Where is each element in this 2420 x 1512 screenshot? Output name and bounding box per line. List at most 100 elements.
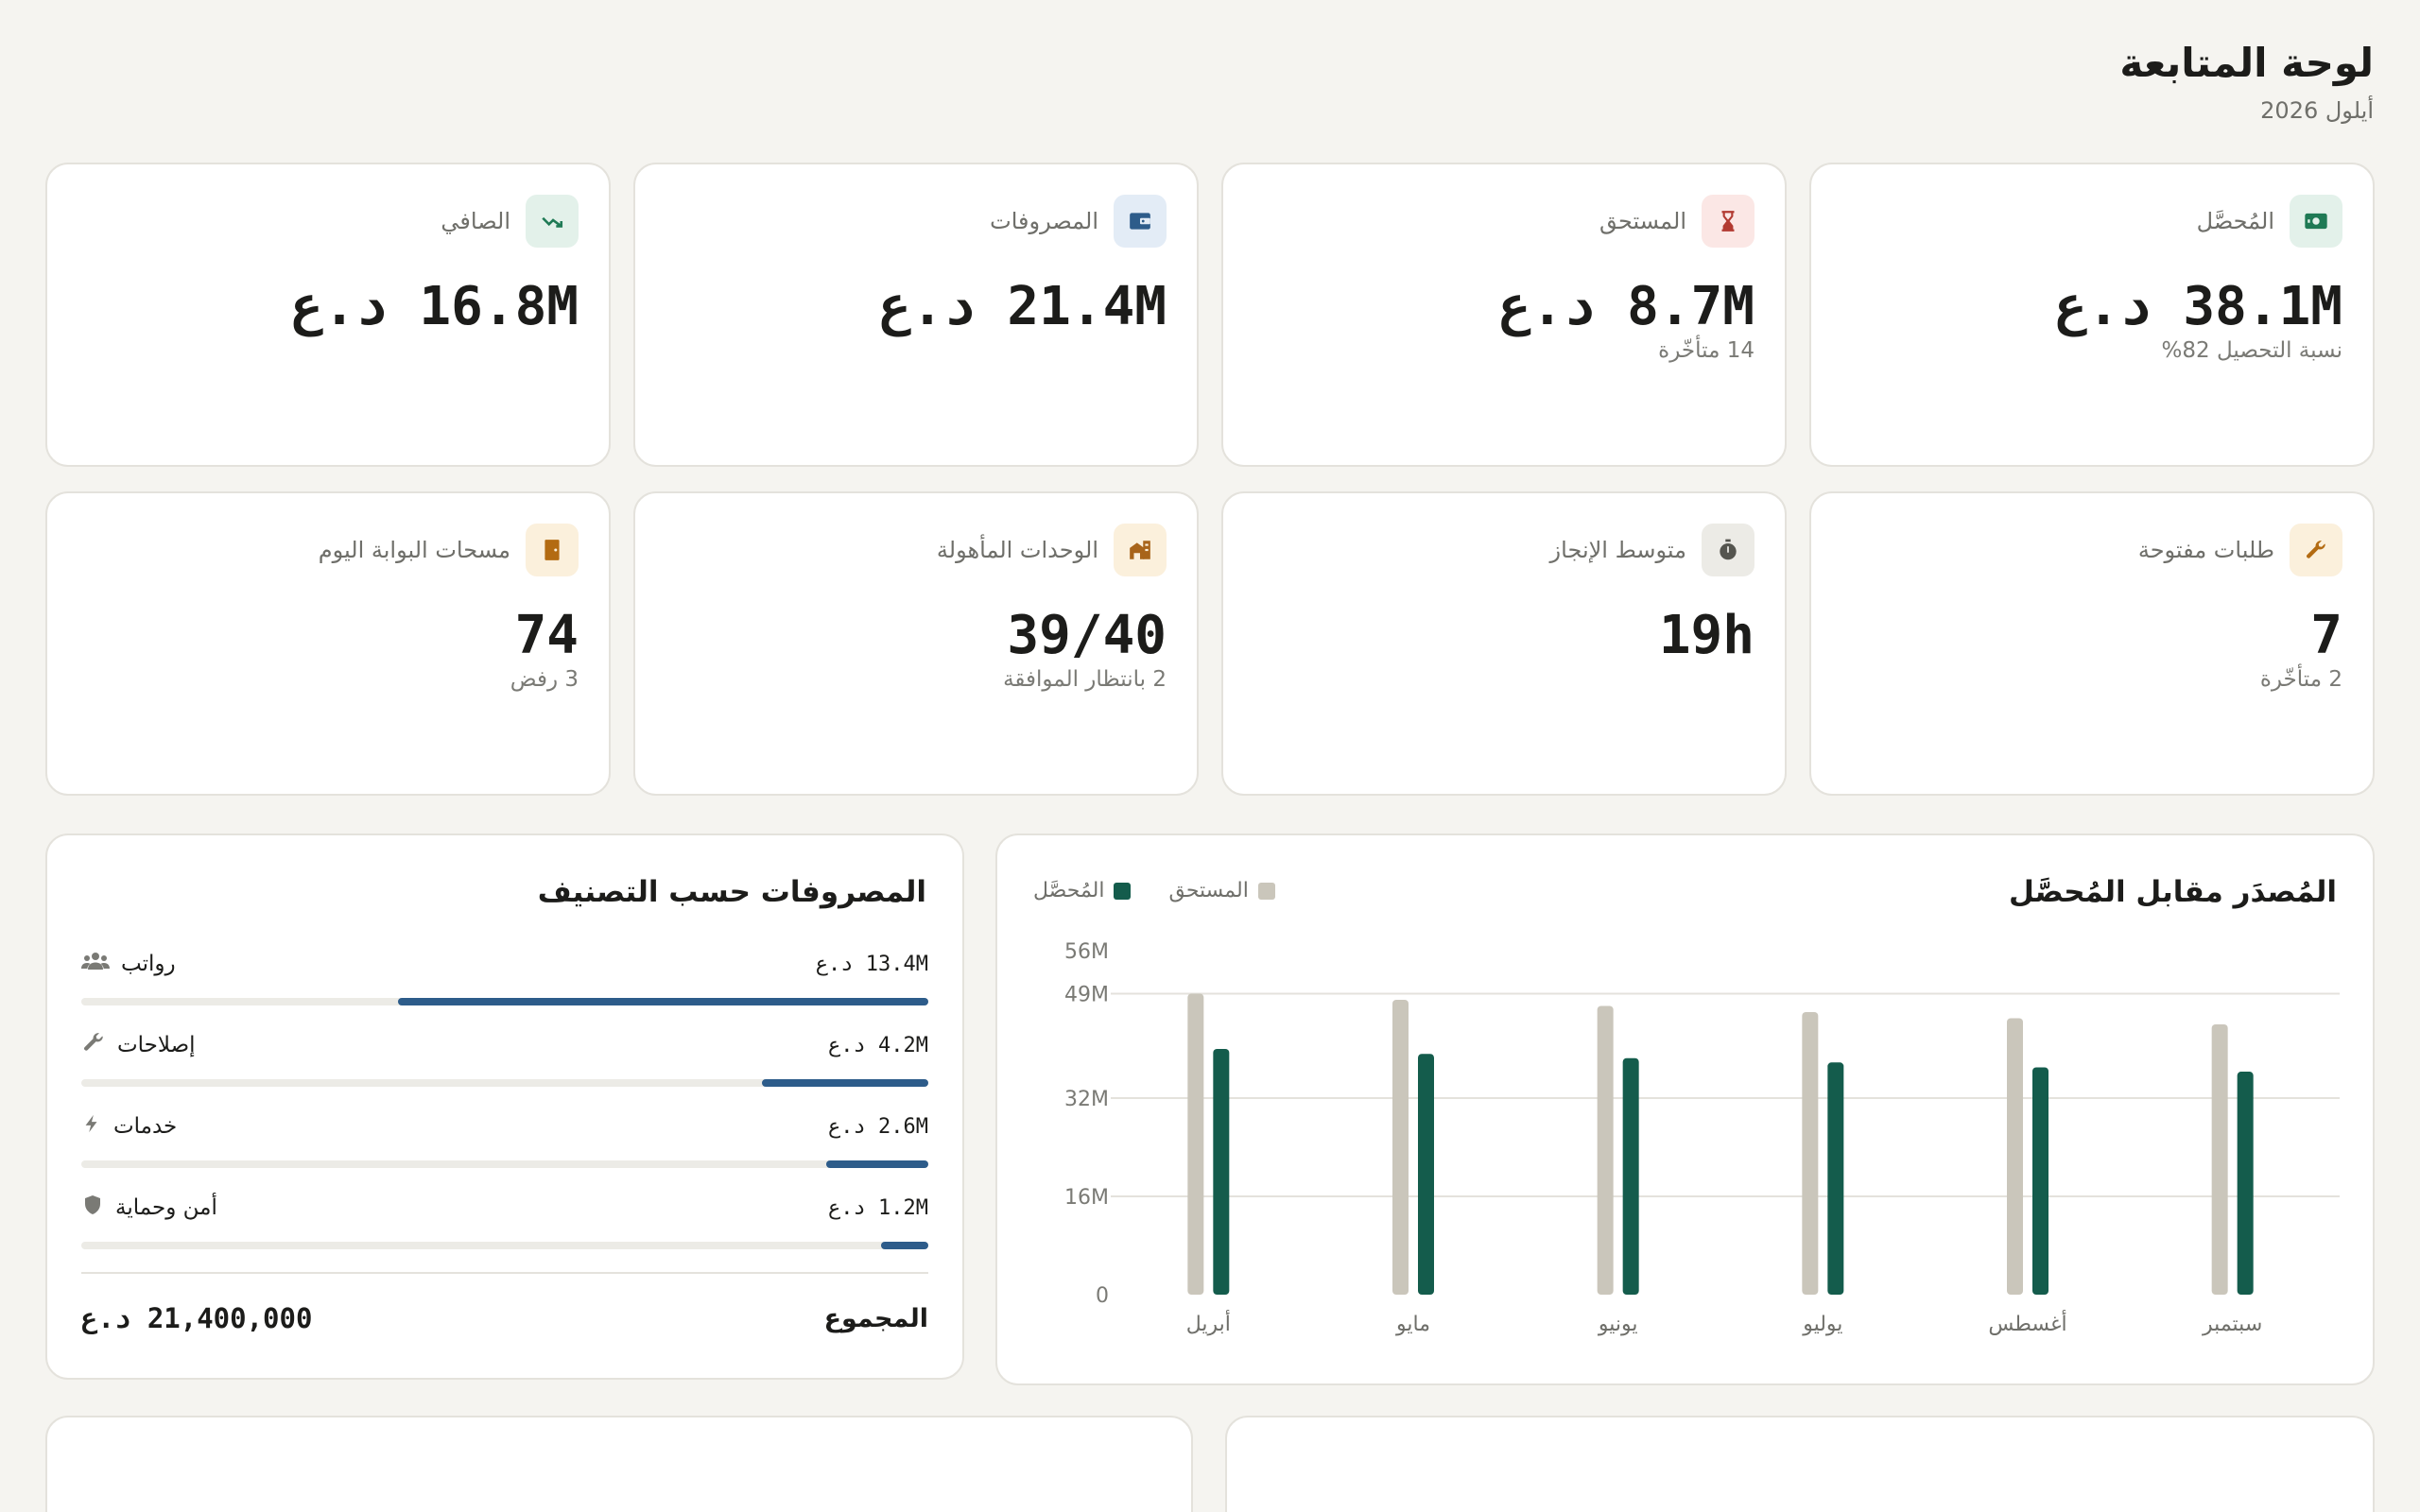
kpi-card-due[interactable]: المستحق 8.7M د.ع 14 متأخّرة bbox=[1221, 163, 1787, 467]
legend-swatch bbox=[1114, 882, 1132, 900]
x-tick-label: أغسطس bbox=[1988, 1310, 2066, 1336]
bar-collected bbox=[1622, 1057, 1639, 1295]
page-period: أيلول 2026 bbox=[2260, 97, 2374, 124]
bottom-card-right bbox=[1225, 1416, 2375, 1512]
page-title: لوحة المتابعة bbox=[2119, 40, 2374, 86]
kpi-note: 14 متأخّرة bbox=[1658, 338, 1754, 363]
kpi-label: الصافي bbox=[441, 208, 510, 234]
bolt-icon bbox=[81, 1111, 102, 1142]
kpi-card-open-requests[interactable]: طلبات مفتوحة 7 2 متأخّرة bbox=[1809, 491, 2375, 796]
kpi-note: 2 بانتظار الموافقة bbox=[1003, 667, 1167, 692]
expense-amount: 1.2M د.ع bbox=[828, 1195, 928, 1220]
kpi-value: 19h bbox=[1658, 605, 1754, 666]
y-tick-label: 0 bbox=[1096, 1284, 1109, 1308]
expense-bar bbox=[880, 1242, 928, 1249]
bar-due bbox=[1392, 1000, 1409, 1295]
kpi-label: مسحات البوابة اليوم bbox=[318, 537, 510, 563]
kpi-card-expenses[interactable]: المصروفات 21.4M د.ع bbox=[633, 163, 1199, 467]
wrench-icon bbox=[81, 1030, 106, 1060]
legend-label: المستحق bbox=[1168, 879, 1249, 902]
expense-label: رواتب bbox=[121, 952, 176, 976]
kpi-note: 3 رفض bbox=[510, 667, 579, 692]
expense-amount: 2.6M د.ع bbox=[828, 1114, 928, 1139]
bar-collected bbox=[1827, 1062, 1844, 1295]
expense-row-salaries: رواتب 13.4M د.ع bbox=[81, 947, 928, 1013]
x-tick-label: أبريل bbox=[1186, 1310, 1231, 1336]
kpi-value: 21.4M د.ع bbox=[879, 276, 1167, 337]
kpi-value: 16.8M د.ع bbox=[291, 276, 579, 337]
divider bbox=[81, 1272, 928, 1274]
kpi-label: الوحدات المأهولة bbox=[936, 537, 1098, 563]
bar-collected bbox=[1213, 1049, 1230, 1295]
kpi-value: 74 bbox=[514, 605, 579, 666]
bar-due bbox=[2211, 1024, 2228, 1295]
users-icon bbox=[81, 951, 110, 977]
bar-due bbox=[1802, 1012, 1819, 1295]
expense-track bbox=[81, 998, 928, 1005]
y-tick-label: 49M bbox=[1064, 984, 1109, 1007]
kpi-label: المصروفات bbox=[990, 208, 1098, 234]
kpi-card-net[interactable]: الصافي 16.8M د.ع bbox=[45, 163, 611, 467]
expense-track bbox=[81, 1079, 928, 1087]
legend-swatch bbox=[1257, 882, 1275, 900]
expenses-panel: المصروفات حسب التصنيف رواتب 13.4M د.ع إص… bbox=[45, 833, 964, 1380]
kpi-value: 8.7M د.ع bbox=[1499, 276, 1754, 337]
y-tick-label: 32M bbox=[1064, 1088, 1109, 1111]
total-label: المجموع bbox=[823, 1304, 928, 1333]
expense-row-repairs: إصلاحات 4.2M د.ع bbox=[81, 1028, 928, 1094]
kpi-card-gate-scans[interactable]: مسحات البوابة اليوم 74 3 رفض bbox=[45, 491, 611, 796]
y-tick-label: 16M bbox=[1064, 1186, 1109, 1210]
page-header: لوحة المتابعة أيلول 2026 bbox=[2119, 40, 2374, 124]
expense-amount: 4.2M د.ع bbox=[828, 1033, 928, 1057]
bar-due bbox=[1187, 993, 1204, 1295]
expense-label: خدمات bbox=[113, 1114, 178, 1139]
expense-bar bbox=[398, 998, 928, 1005]
total-value: 21,400,000 د.ع bbox=[81, 1302, 313, 1334]
x-tick-label: يونيو bbox=[1598, 1313, 1638, 1336]
wallet-icon bbox=[1114, 195, 1167, 248]
kpi-card-avg-completion[interactable]: متوسط الإنجاز 19h bbox=[1221, 491, 1787, 796]
bottom-card-left bbox=[45, 1416, 1193, 1512]
kpi-label: المُحصَّل bbox=[2196, 208, 2274, 234]
expense-label: إصلاحات bbox=[117, 1033, 196, 1057]
door-icon bbox=[526, 524, 579, 576]
stopwatch-icon bbox=[1702, 524, 1754, 576]
expense-row-services: خدمات 2.6M د.ع bbox=[81, 1109, 928, 1176]
wrench-icon bbox=[2290, 524, 2342, 576]
cash-icon bbox=[2290, 195, 2342, 248]
bar-due bbox=[1597, 1005, 1614, 1295]
kpi-value: 39/40 bbox=[1007, 605, 1167, 666]
building-icon bbox=[1114, 524, 1167, 576]
expense-bar bbox=[825, 1160, 928, 1168]
kpi-label: طلبات مفتوحة bbox=[2137, 537, 2274, 563]
kpi-label: المستحق bbox=[1599, 208, 1686, 234]
trend-icon bbox=[526, 195, 579, 248]
expense-amount: 13.4M د.ع bbox=[815, 952, 928, 976]
bar-due bbox=[2007, 1018, 2023, 1295]
chart-legend: المستحق المُحصَّل bbox=[1033, 879, 1275, 902]
panel-title: المصروفات حسب التصنيف bbox=[537, 875, 926, 909]
bar-collected bbox=[2237, 1072, 2254, 1295]
shield-icon bbox=[81, 1193, 104, 1223]
expense-row-security: أمن وحماية 1.2M د.ع bbox=[81, 1191, 928, 1257]
bar-chart: 0 16M 32M 49M 56M أبريل مايو يونيو يوليو أغسطس سبت… bbox=[1064, 940, 2340, 1336]
kpi-value: 7 bbox=[2310, 605, 2342, 666]
y-tick-label: 56M bbox=[1064, 940, 1109, 964]
kpi-card-collected[interactable]: المُحصَّل 38.1M د.ع نسبة التحصيل 82% bbox=[1809, 163, 2375, 467]
panel-title: المُصدَر مقابل المُحصَّل bbox=[2009, 875, 2337, 909]
kpi-card-occupied-units[interactable]: الوحدات المأهولة 39/40 2 بانتظار الموافق… bbox=[633, 491, 1199, 796]
bar-collected bbox=[2032, 1067, 2048, 1295]
x-tick-label: سبتمبر bbox=[2202, 1313, 2262, 1336]
expense-track bbox=[81, 1160, 928, 1168]
x-tick-label: مايو bbox=[1395, 1313, 1430, 1336]
revenue-chart-panel: المُصدَر مقابل المُحصَّل المستحق المُحصَ… bbox=[995, 833, 2375, 1385]
x-tick-label: يوليو bbox=[1802, 1313, 1842, 1336]
kpi-note: 2 متأخّرة bbox=[2259, 667, 2342, 692]
expense-track bbox=[81, 1242, 928, 1249]
kpi-label: متوسط الإنجاز bbox=[1549, 537, 1686, 563]
kpi-value: 38.1M د.ع bbox=[2055, 276, 2342, 337]
expense-bar bbox=[762, 1079, 928, 1087]
legend-label: المُحصَّل bbox=[1033, 879, 1105, 902]
bar-collected bbox=[1418, 1054, 1434, 1295]
legend-item-due: المستحق bbox=[1168, 879, 1275, 902]
